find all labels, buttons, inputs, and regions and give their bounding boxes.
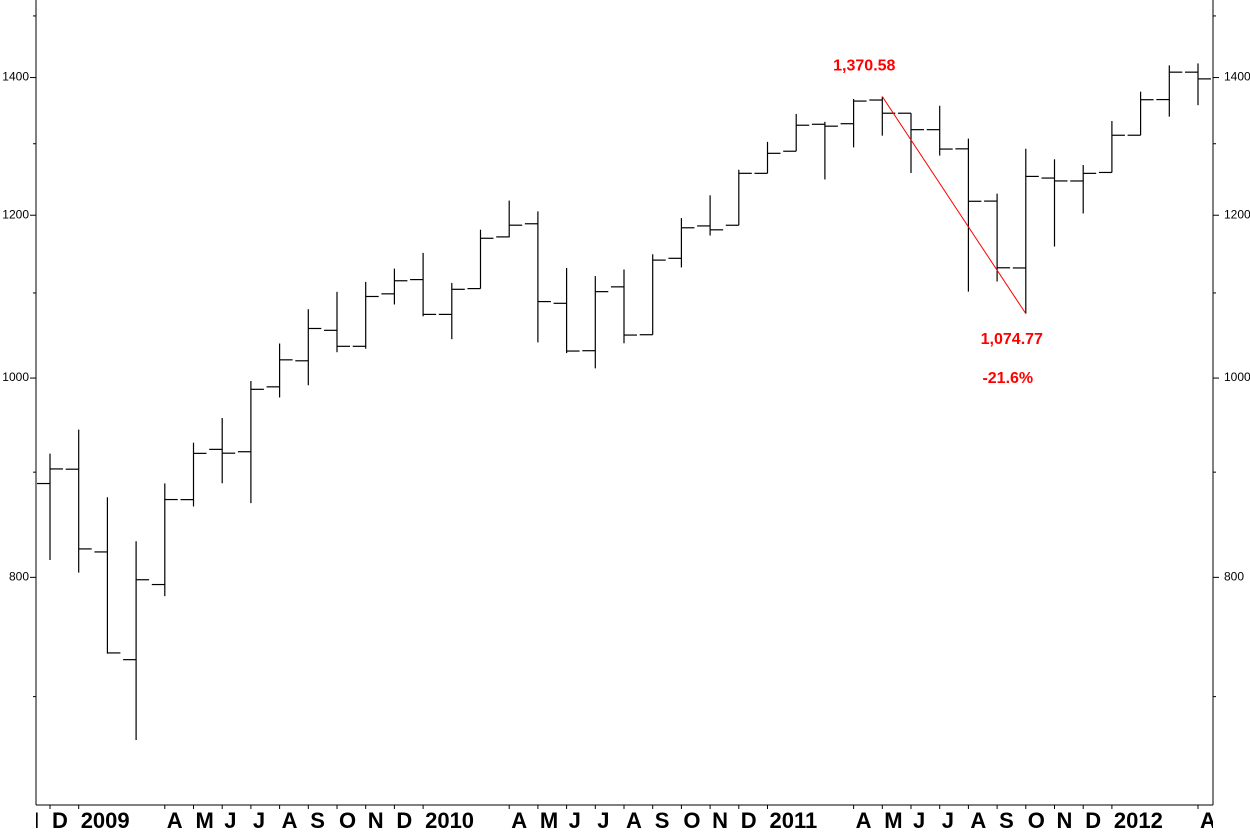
y-tick-label: 1000 [2,370,29,384]
y2-tick-label: 1200 [1224,207,1250,221]
x-tick-label: N [1057,808,1073,833]
x-tick-label: M [884,808,902,833]
x-tick-label: A [282,808,298,833]
x-tick-label: A [511,808,527,833]
y-tick-label: 1400 [2,70,29,84]
y-tick-label: 800 [9,570,29,584]
x-tick-label: J [224,808,236,833]
x-tick-label: 2009 [81,808,130,833]
x-tick-label: N [712,808,728,833]
plot-area [37,63,1211,741]
x-tick-label: J [597,808,609,833]
x-tick-label: N [368,808,384,833]
x-tick-label: N [23,808,39,833]
x-tick-label: A [1200,808,1216,833]
x-tick-label: S [310,808,325,833]
y-tick-label: 1200 [2,207,29,221]
x-tick-label: O [1028,808,1045,833]
x-tick-label: A [626,808,642,833]
y2-tick-label: 1000 [1224,370,1250,384]
x-tick-label: D [1085,808,1101,833]
x-tick-label: S [999,808,1014,833]
x-tick-label: J [913,808,925,833]
x-tick-label: M [196,808,214,833]
y2-tick-label: 1400 [1224,70,1250,84]
x-tick-label: A [970,808,986,833]
x-tick-label: D [52,808,68,833]
x-tick-label: S [655,808,670,833]
x-tick-label: D [396,808,412,833]
x-tick-label: O [683,808,700,833]
x-tick-label: 2011 [770,808,818,833]
x-tick-label: J [253,808,265,833]
x-labels: N D 2009 A M J J A S O N D 2010 A M J J A S O N D 2011 A M J J A S O N… [23,805,1216,833]
x-tick-label: J [569,808,581,833]
x-tick-label: 2010 [425,808,474,833]
annotation-label: 1,370.58 [833,58,895,75]
x-tick-label: A [167,808,183,833]
y2-tick-label: 800 [1224,570,1244,584]
drawdown-line [881,96,1027,314]
x-tick-label: D [741,808,757,833]
annotation-change: -21.6% [982,370,1033,387]
annotation-label: 1,074.77 [981,331,1043,348]
x-tick-label: 2012 [1114,808,1163,833]
x-tick-label: A [856,808,872,833]
x-tick-label: O [339,808,356,833]
x-tick-label: J [942,808,954,833]
x-tick-label: M [540,808,558,833]
